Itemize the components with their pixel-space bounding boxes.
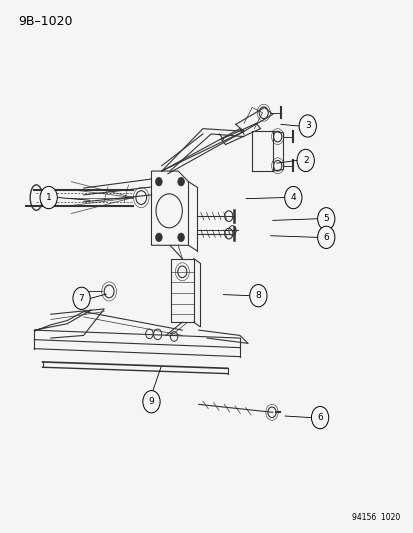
Circle shape	[40, 187, 57, 209]
Text: 8: 8	[255, 291, 261, 300]
Text: 4: 4	[290, 193, 295, 202]
Text: 1: 1	[46, 193, 52, 202]
Circle shape	[249, 285, 266, 307]
Text: 5: 5	[323, 214, 328, 223]
Circle shape	[177, 233, 184, 241]
Circle shape	[142, 391, 160, 413]
Circle shape	[284, 187, 301, 209]
Text: 2: 2	[302, 156, 308, 165]
Text: 94156  1020: 94156 1020	[351, 513, 399, 522]
Circle shape	[317, 226, 334, 248]
Circle shape	[73, 287, 90, 310]
Circle shape	[298, 115, 316, 137]
Circle shape	[317, 208, 334, 230]
Circle shape	[311, 407, 328, 429]
Circle shape	[177, 177, 184, 186]
Circle shape	[155, 177, 162, 186]
Text: 7: 7	[78, 294, 84, 303]
Text: 9: 9	[148, 397, 154, 406]
Circle shape	[155, 233, 162, 241]
Text: 6: 6	[323, 233, 328, 242]
Text: 3: 3	[304, 122, 310, 131]
Text: 6: 6	[316, 413, 322, 422]
Text: 9B–1020: 9B–1020	[18, 14, 72, 28]
Circle shape	[297, 149, 313, 172]
